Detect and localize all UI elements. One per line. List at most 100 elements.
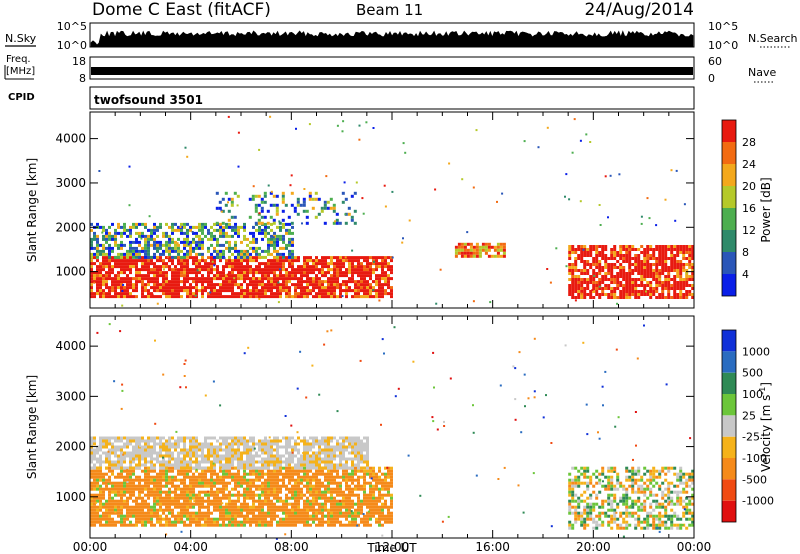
echo-cell (267, 508, 270, 512)
echo-cell (240, 292, 243, 296)
echo-cell (183, 448, 186, 452)
echo-cell (282, 445, 285, 449)
echo-cell (141, 496, 144, 500)
echo-cell (577, 281, 581, 284)
echo-cell (192, 475, 195, 479)
echo-cell (108, 237, 111, 241)
echo-cell (162, 478, 165, 482)
echo-cell (273, 292, 276, 296)
echo-cell (174, 243, 177, 247)
echo-cell (270, 487, 273, 491)
echo-cell (215, 206, 219, 210)
echo-cell (123, 460, 126, 464)
echo-cell (258, 505, 261, 509)
echo-cell (273, 454, 276, 458)
echo-cell (141, 478, 144, 482)
echo-cell (144, 520, 147, 524)
echo-cell (231, 451, 234, 455)
echo-cell (318, 292, 321, 296)
echo-cell (327, 478, 330, 482)
echo-cell (496, 251, 500, 255)
echo-cell (324, 502, 327, 506)
echo-cell (237, 481, 240, 485)
echo-cell (249, 496, 252, 500)
echo-cell (201, 259, 204, 263)
echo-cell (210, 463, 213, 467)
echo-cell (225, 451, 228, 455)
echo-cell (655, 284, 659, 287)
echo-cell (174, 222, 177, 226)
echo-cell (366, 268, 369, 272)
echo-cell (189, 271, 192, 275)
echo-cell (303, 442, 306, 446)
echo-cell (240, 451, 243, 455)
echo-cell (126, 255, 129, 259)
echo-cell (99, 262, 102, 266)
echo-cell (204, 523, 207, 527)
echo-cell (282, 454, 285, 458)
echo-cell (267, 514, 270, 518)
echo-cell (309, 292, 312, 296)
echo-cell (318, 286, 321, 290)
echo-cell (165, 271, 168, 275)
echo-cell (312, 259, 315, 263)
echo-cell (90, 259, 93, 263)
echo-cell (138, 436, 141, 440)
echo-cell (183, 511, 186, 515)
echo-cell (99, 520, 102, 524)
echo-cell (153, 469, 156, 473)
echo-cell (285, 466, 288, 470)
echo-cell (658, 251, 662, 254)
echo-cell (204, 222, 207, 226)
echo-cell (357, 274, 360, 278)
echo-cell (604, 245, 608, 248)
echo-cell (147, 490, 150, 494)
echo-cell (279, 237, 282, 241)
echo-cell (676, 269, 680, 272)
echo-cell (168, 520, 171, 524)
echo-cell (129, 259, 132, 263)
echo-cell (378, 481, 381, 485)
echo-cell (243, 448, 246, 452)
echo-cell (691, 257, 695, 260)
echo-cell (270, 265, 273, 269)
echo-cell (213, 454, 216, 458)
echo-cell (294, 286, 297, 290)
echo-cell (102, 283, 105, 287)
echo-cell (315, 460, 318, 464)
echo-cell (628, 269, 632, 272)
echo-cell (123, 445, 126, 449)
echo-cell (272, 236, 275, 239)
echo-cell (295, 127, 297, 130)
echo-cell (592, 248, 596, 251)
echo-cell (258, 475, 261, 479)
echo-cell (147, 228, 150, 232)
echo-cell (682, 251, 686, 254)
echo-cell (297, 478, 300, 482)
echo-cell (643, 293, 647, 296)
echo-cell (132, 252, 135, 256)
echo-cell (384, 499, 387, 503)
echo-cell (210, 289, 213, 293)
echo-cell (159, 252, 162, 256)
echo-cell (210, 484, 213, 488)
echo-cell (273, 502, 276, 506)
echo-cell (213, 268, 216, 272)
echo-cell (180, 520, 183, 524)
echo-cell (622, 290, 626, 293)
echo-cell (586, 281, 590, 284)
echo-cell (302, 209, 306, 213)
echo-cell (305, 221, 309, 225)
echo-cell (90, 514, 93, 518)
echo-cell (357, 493, 360, 497)
echo-cell (228, 505, 231, 509)
echo-cell (120, 457, 123, 461)
echo-cell (685, 296, 689, 299)
echo-cell (180, 448, 183, 452)
echo-cell (372, 511, 375, 515)
echo-cell (314, 191, 318, 195)
echo-cell (120, 283, 123, 287)
echo-cell (261, 490, 264, 494)
echo-cell (108, 295, 111, 299)
echo-cell (655, 281, 659, 284)
